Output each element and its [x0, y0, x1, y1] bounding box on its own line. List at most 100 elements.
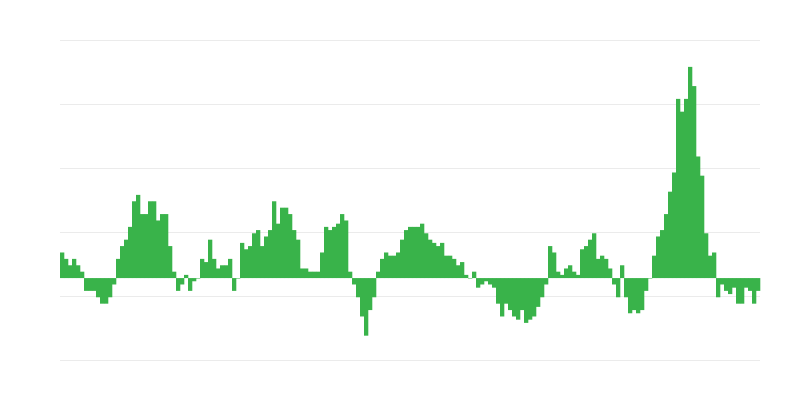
- bar: [264, 236, 269, 279]
- bar: [548, 246, 553, 279]
- bar: [672, 172, 677, 279]
- bar: [360, 278, 365, 317]
- bar: [632, 278, 637, 311]
- bar: [88, 278, 93, 291]
- bar: [476, 278, 481, 288]
- bar: [556, 271, 561, 279]
- bar: [500, 278, 505, 317]
- bar: [164, 214, 169, 279]
- bar: [588, 239, 593, 279]
- bar: [488, 278, 493, 285]
- bar: [364, 278, 369, 336]
- bar: [464, 274, 469, 279]
- bar: [68, 265, 73, 279]
- bar: [444, 255, 449, 279]
- bar: [172, 271, 177, 279]
- bar: [504, 278, 509, 304]
- bar: [432, 242, 437, 279]
- bar: [84, 278, 89, 291]
- bar: [684, 98, 689, 279]
- bar: [412, 226, 417, 279]
- bar: [296, 239, 301, 279]
- bar: [396, 252, 401, 279]
- bar: [96, 278, 101, 298]
- bar: [716, 278, 721, 298]
- bar: [108, 278, 113, 298]
- bar: [104, 278, 109, 304]
- bar: [328, 230, 333, 279]
- bar: [76, 265, 81, 279]
- bar: [416, 226, 421, 279]
- bar: [124, 239, 129, 279]
- bar: [536, 278, 541, 307]
- gridlines: [60, 40, 760, 361]
- bar: [532, 278, 537, 317]
- bar: [324, 226, 329, 279]
- bar: [120, 246, 125, 279]
- bar: [496, 278, 501, 304]
- bar: [188, 278, 193, 291]
- bar: [732, 278, 737, 288]
- bar: [208, 239, 213, 279]
- bar: [612, 278, 617, 285]
- bar: [148, 201, 153, 279]
- bar: [576, 274, 581, 279]
- bar: [708, 255, 713, 279]
- bar: [428, 239, 433, 279]
- bar: [740, 278, 745, 304]
- bar: [248, 246, 253, 279]
- bar: [728, 278, 733, 295]
- bar: [480, 278, 485, 285]
- bar: [420, 223, 425, 279]
- bar: [616, 278, 621, 298]
- bar: [240, 242, 245, 279]
- bar: [332, 226, 337, 279]
- bar: [136, 194, 141, 279]
- bar: [192, 278, 197, 282]
- bar: [376, 271, 381, 279]
- bar: [388, 255, 393, 279]
- bar: [656, 236, 661, 279]
- bar: [300, 268, 305, 279]
- bar: [756, 278, 761, 291]
- bar: [256, 230, 261, 279]
- bar: [268, 230, 273, 279]
- bar: [456, 265, 461, 279]
- bar: [220, 265, 225, 279]
- bar: [392, 255, 397, 279]
- bar: [348, 271, 353, 279]
- bar: [320, 252, 325, 279]
- bar: [372, 278, 377, 298]
- bar: [140, 214, 145, 279]
- bar: [344, 220, 349, 279]
- bar: [580, 249, 585, 279]
- bar: [116, 258, 121, 279]
- bar: [720, 278, 725, 285]
- bar: [668, 191, 673, 279]
- bar: [564, 268, 569, 279]
- bar: [292, 230, 297, 279]
- bars: [60, 66, 761, 336]
- bar: [712, 252, 717, 279]
- bar: [600, 255, 605, 279]
- bar: [552, 252, 557, 279]
- bar: [60, 252, 65, 279]
- bar: [340, 214, 345, 279]
- bar: [284, 207, 289, 279]
- bar: [624, 278, 629, 298]
- bar: [688, 66, 693, 279]
- bar: [636, 278, 641, 314]
- bar: [744, 278, 749, 288]
- bar: [280, 207, 285, 279]
- bar: [440, 242, 445, 279]
- bar: [748, 278, 753, 291]
- bar: [128, 226, 133, 279]
- bar: [176, 278, 181, 291]
- bar: [508, 278, 513, 311]
- bar: [628, 278, 633, 314]
- bar: [652, 255, 657, 279]
- bar: [704, 233, 709, 279]
- bar: [680, 111, 685, 279]
- bar: [152, 201, 157, 279]
- bar: [736, 278, 741, 304]
